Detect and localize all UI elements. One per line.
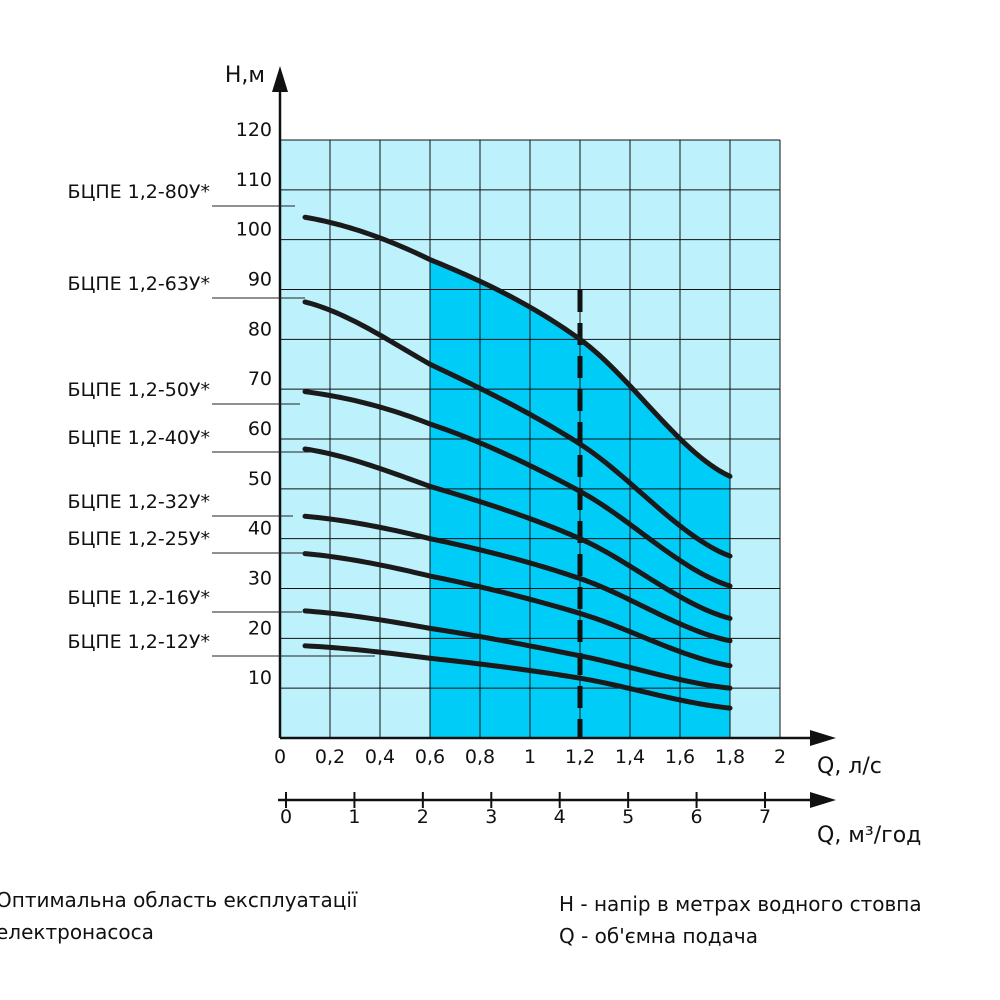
y-tick-label: 100	[236, 219, 272, 241]
x2-tick-label: 1	[348, 806, 360, 828]
x2-tick-label: 3	[485, 806, 497, 828]
y-tick-label: 90	[248, 269, 272, 291]
x2-tick-label: 0	[280, 806, 292, 828]
x2-tick-label: 4	[554, 806, 566, 828]
y-tick-label: 50	[248, 468, 272, 490]
x-tick-label: 1,2	[565, 746, 595, 768]
x2-tick-label: 5	[622, 806, 634, 828]
y-tick-label: 40	[248, 518, 272, 540]
x-axis-label: Q, л/с	[817, 754, 882, 779]
optimal-area-note: Оптимальна область експлуатації електрон…	[0, 884, 456, 948]
optimal-area-note-line2: електронасоса	[0, 920, 154, 944]
series-line-5	[302, 513, 733, 644]
x-tick-label: 0,8	[465, 746, 495, 768]
series-label-5: БЦПЕ 1,2-32У*	[68, 491, 210, 513]
y-tick-label: 10	[248, 667, 272, 689]
x2-axis-label: Q, м³/год	[817, 823, 921, 848]
x2-tick-label: 2	[417, 806, 429, 828]
series-label-6: БЦПЕ 1,2-25У*	[68, 528, 210, 550]
series-label-3: БЦПЕ 1,2-50У*	[68, 379, 210, 401]
series-line-2	[302, 299, 733, 559]
x-axis-arrow	[810, 730, 836, 746]
y-axis-label: H,м	[225, 63, 265, 88]
series-line-7	[302, 608, 733, 691]
series-line-1	[302, 214, 733, 479]
y-tick-label: 20	[248, 617, 272, 639]
y-tick-label: 120	[236, 119, 272, 141]
optimal-area-note-line1: Оптимальна область експлуатації	[0, 888, 358, 912]
x-tick-label: 0	[274, 746, 286, 768]
x2-tick-label: 7	[759, 806, 771, 828]
x2-tick-label: 6	[691, 806, 703, 828]
x2-axis-arrow	[810, 792, 836, 808]
q-definition: Q - об'ємна подача	[559, 924, 758, 948]
x-tick-label: 0,4	[365, 746, 395, 768]
series-line-3	[302, 389, 733, 589]
x-tick-label: 0,2	[315, 746, 345, 768]
y-tick-label: 110	[236, 169, 272, 191]
series-label-8: БЦПЕ 1,2-12У*	[68, 631, 210, 653]
series-line-4	[302, 446, 733, 621]
h-definition: H - напір в метрах водного стовпа	[559, 892, 922, 916]
x-tick-label: 1,4	[615, 746, 645, 768]
y-tick-label: 80	[248, 318, 272, 340]
x-tick-label: 2	[774, 746, 786, 768]
x-tick-label: 1,6	[665, 746, 695, 768]
y-tick-label: 60	[248, 418, 272, 440]
y-tick-label: 70	[248, 368, 272, 390]
x-tick-label: 1,8	[715, 746, 745, 768]
y-axis-arrow	[272, 66, 288, 92]
y-tick-label: 30	[248, 568, 272, 590]
x-tick-label: 1	[524, 746, 536, 768]
series-line-6	[302, 551, 733, 669]
legend-notes: H - напір в метрах водного стовпа Q - об…	[559, 888, 999, 952]
x-tick-label: 0,6	[415, 746, 445, 768]
series-line-8	[302, 643, 733, 711]
series-label-1: БЦПЕ 1,2-80У*	[68, 181, 210, 203]
series-label-7: БЦПЕ 1,2-16У*	[68, 587, 210, 609]
series-label-4: БЦПЕ 1,2-40У*	[68, 427, 210, 449]
series-label-2: БЦПЕ 1,2-63У*	[68, 273, 210, 295]
